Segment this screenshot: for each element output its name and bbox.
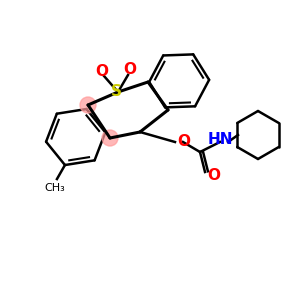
Text: HN: HN <box>207 133 233 148</box>
Text: O: O <box>207 169 220 184</box>
Text: CH₃: CH₃ <box>45 183 65 193</box>
Text: O: O <box>95 64 109 80</box>
Text: O: O <box>124 62 136 77</box>
Text: S: S <box>110 85 122 100</box>
Text: O: O <box>177 134 190 149</box>
Circle shape <box>102 130 118 146</box>
Circle shape <box>80 97 96 113</box>
